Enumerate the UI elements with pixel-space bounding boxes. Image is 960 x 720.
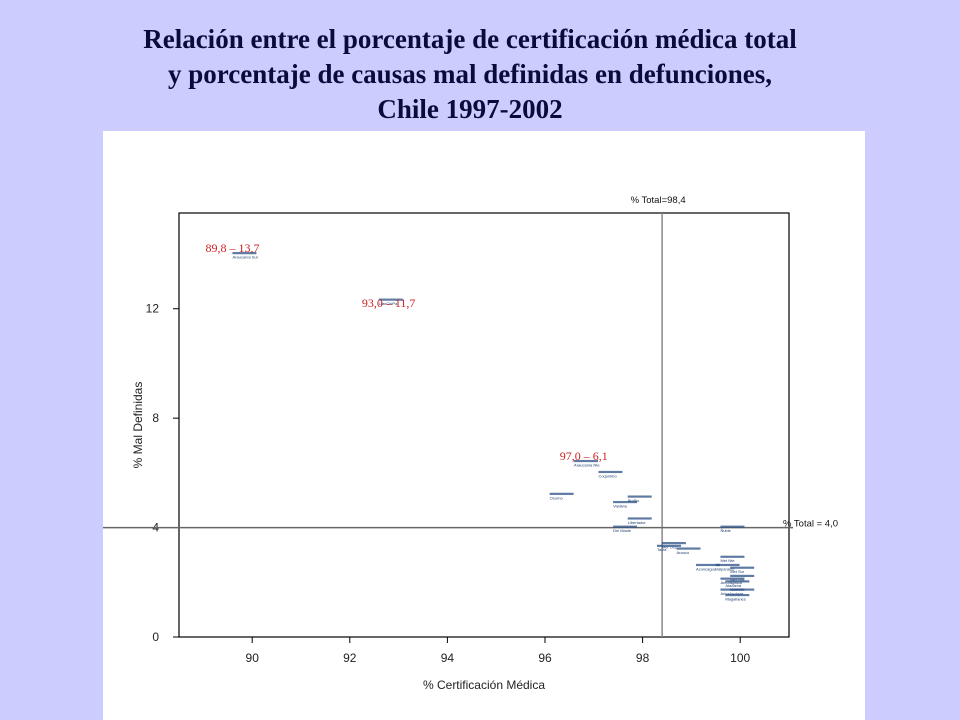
title-line-2: y porcentaje de causas mal definidas en …	[167, 59, 773, 89]
data-point	[676, 547, 701, 550]
data-point-label: Atacama	[725, 583, 742, 588]
data-point	[730, 574, 755, 578]
data-point-label: Aconcagua	[696, 566, 717, 571]
title-line-3: Chile 1997-2002	[377, 94, 563, 124]
data-point	[627, 495, 652, 498]
data-point	[715, 563, 740, 567]
data-point	[725, 580, 750, 583]
data-point-label: Magallanes	[725, 596, 745, 601]
x-tick-label: 94	[441, 651, 455, 665]
data-point-label: BioBio	[628, 498, 640, 503]
y-axis-title: % Mal Definidas	[131, 382, 145, 469]
data-point-label: Osorno	[550, 495, 564, 500]
data-point-label: Valdivia	[613, 503, 627, 508]
x-tick-label: 92	[343, 651, 357, 665]
data-point-label: LlanChiPal	[379, 301, 398, 306]
data-point	[627, 517, 652, 520]
chart-panel: 90 92 94 96 98 100 0 4 8 12 % Total=98,4% Total =…	[103, 131, 865, 720]
annotation-label: 89,8 – 13,7	[205, 241, 259, 255]
data-point-label: Met Sur	[730, 569, 745, 574]
x-tick-label: 100	[730, 651, 750, 665]
data-point-label: Talca	[657, 547, 667, 552]
data-point	[574, 459, 599, 463]
data-point-label: Arauco	[677, 550, 690, 555]
slide-title: Relación entre el porcentaje de certific…	[0, 22, 940, 127]
data-point-label: Del Maule	[613, 528, 632, 533]
data-point	[720, 577, 745, 580]
data-point-label: Met Nte	[720, 558, 735, 563]
data-point-label: Araucanía Sur	[232, 255, 258, 260]
data-point-label: Antofagasta	[720, 580, 742, 585]
data-point-label: Iquique	[730, 591, 744, 596]
y-tick-label: 0	[152, 630, 159, 644]
data-point-label: Ñuble	[720, 528, 731, 533]
x-tick-label: 98	[636, 651, 650, 665]
data-point	[720, 555, 745, 558]
data-point-label: Arica	[720, 591, 730, 596]
y-tick-label: 12	[146, 302, 160, 316]
data-point	[613, 525, 638, 528]
data-point	[730, 588, 755, 591]
x-tick-label: 96	[538, 651, 552, 665]
data-point	[657, 544, 681, 547]
x-tick-label: 90	[246, 651, 260, 665]
data-point	[613, 500, 638, 504]
data-points: Araucanía Sur LlanChiPal Araucanía Nte Coqu…	[232, 252, 755, 601]
data-point	[598, 470, 623, 474]
data-point-label: Met Ote	[730, 577, 745, 582]
data-point	[696, 563, 721, 567]
title-line-1: Relación entre el porcentaje de certific…	[143, 24, 797, 54]
data-point-label: Coquimbo	[598, 473, 617, 478]
data-point	[725, 593, 750, 597]
annotation-label: 93,0 – 11,7	[362, 296, 416, 310]
x-axis-title: % Certificación Médica	[423, 678, 545, 692]
data-point-label: Valparaíso	[716, 566, 736, 571]
y-tick-label: 8	[152, 411, 159, 425]
data-point	[720, 525, 745, 528]
data-point	[549, 492, 574, 495]
vertical-reference-label: % Total=98,4	[631, 195, 686, 206]
data-point-label: Libertador	[628, 520, 647, 525]
data-point	[661, 541, 686, 545]
data-point	[232, 252, 257, 255]
data-point-label: Araucanía Nte	[574, 462, 600, 467]
data-point	[378, 298, 403, 301]
plot-frame	[178, 212, 790, 638]
data-point	[730, 566, 755, 569]
annotations: 89,8 – 13,7 93,0 – 11,7 97,0 – 6,1	[205, 241, 607, 463]
annotation-label: 97,0 – 6,1	[560, 449, 608, 463]
data-point-label: Met Occ	[662, 544, 677, 549]
horizontal-reference-label: % Total = 4,0	[783, 519, 838, 530]
reference-lines: % Total=98,4 % Total = 4,0	[103, 195, 838, 637]
